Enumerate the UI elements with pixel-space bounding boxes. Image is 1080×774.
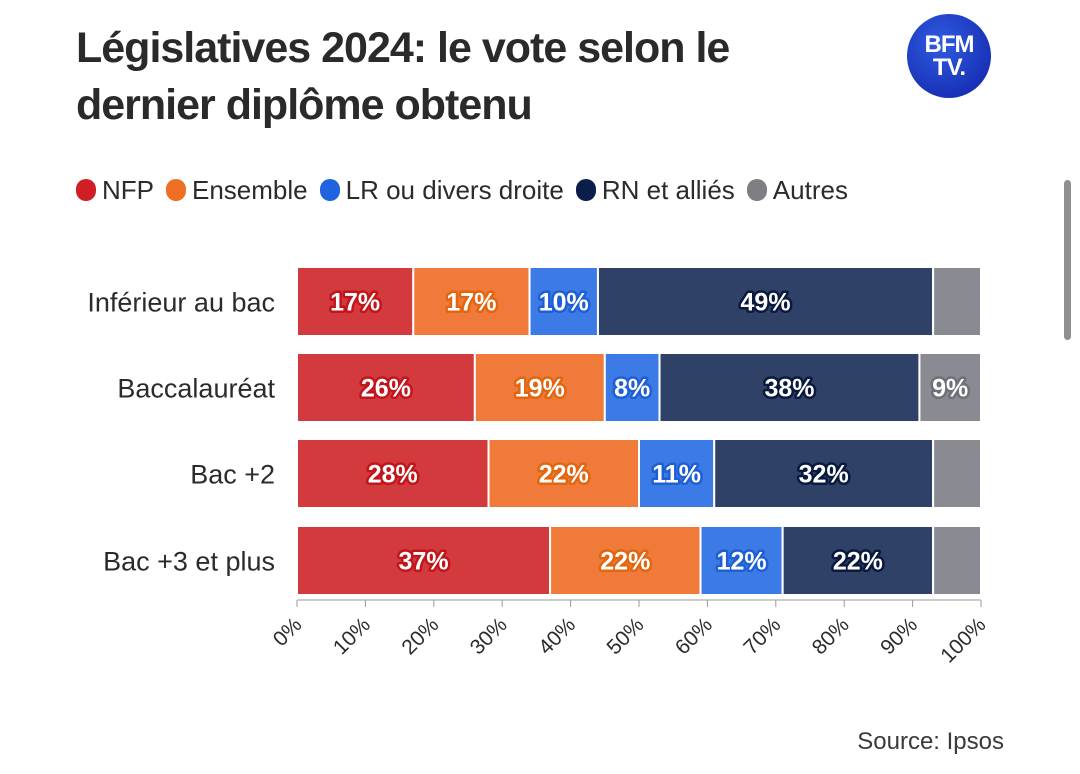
bar-rn-et-allies-inferieur-au-bac <box>596 266 935 337</box>
legend-label-ensemble: Ensemble <box>192 174 308 205</box>
data-label-lr-ou-divers-droite-bac-2: 11% <box>652 461 701 489</box>
bar-ensemble-bac-2 <box>487 438 640 509</box>
data-label-ensemble-bac-3-et-plus: 22% <box>600 548 650 576</box>
legend-label-autres: Autres <box>772 174 848 205</box>
stacked-bar-chart: Inférieur au bac 17% 17% 10% 49% Baccalauréat… <box>87 266 991 668</box>
data-label-rn-et-allies-bac-3-et-plus: 22% <box>833 548 883 576</box>
data-label-ensemble-bac-2: 22% <box>539 461 589 489</box>
legend-swatch-ensemble <box>166 179 186 201</box>
bar-nfp-baccalaureat <box>296 352 476 423</box>
bar-ensemble-inferieur-au-bac <box>412 266 531 337</box>
data-label-rn-et-allies-inferieur-au-bac: 49% <box>741 289 791 317</box>
legend-label-lr: LR ou divers droite <box>345 174 564 205</box>
x-tick-label-9: 90% <box>876 613 922 659</box>
x-tick-label-3: 30% <box>466 613 512 659</box>
bar-autres-bac-3-et-plus <box>932 525 982 596</box>
title-line-1: Législatives 2024: le vote selon le <box>76 24 730 72</box>
legend-item-autres: Autres <box>746 174 848 206</box>
data-label-autres-baccalaureat: 9% <box>932 375 968 403</box>
bar-lr-ou-divers-droite-bac-2 <box>638 438 716 509</box>
x-tick-label-8: 80% <box>808 613 854 659</box>
bar-nfp-bac-2 <box>296 438 490 509</box>
legend-label-nfp: NFP <box>102 174 154 205</box>
bar-lr-ou-divers-droite-baccalaureat <box>603 352 661 423</box>
bar-autres-baccalaureat <box>918 352 983 423</box>
legend-item-lr: LR ou divers droite <box>319 174 564 206</box>
bar-rn-et-allies-bac-3-et-plus <box>781 525 935 596</box>
legend-swatch-autres <box>746 179 767 201</box>
bar-rn-et-allies-bac-2 <box>713 438 935 509</box>
data-label-nfp-bac-2: 28% <box>368 461 418 489</box>
data-label-rn-et-allies-bac-2: 32% <box>799 461 849 489</box>
legend-swatch-lr <box>319 179 340 201</box>
data-label-nfp-bac-3-et-plus: 37% <box>399 548 449 576</box>
title-line-2: dernier diplôme obtenu <box>76 81 533 129</box>
legend-swatch-nfp <box>76 179 96 201</box>
data-label-ensemble-inferieur-au-bac: 17% <box>446 289 496 317</box>
bar-autres-inferieur-au-bac <box>932 266 982 337</box>
bfmtv-logo: BFM TV. <box>907 14 991 98</box>
legend-item-nfp: NFP <box>76 175 154 206</box>
data-label-rn-et-allies-baccalaureat: 38% <box>764 375 814 403</box>
bar-nfp-inferieur-au-bac <box>296 266 415 337</box>
data-label-lr-ou-divers-droite-baccalaureat: 8% <box>614 375 650 403</box>
x-tick-label-6: 60% <box>671 613 717 659</box>
x-tick-label-5: 50% <box>603 613 649 659</box>
x-tick-label-2: 20% <box>397 613 443 659</box>
category-label-baccalaureat: Baccalauréat <box>117 374 275 404</box>
x-tick-label-10: 100% <box>936 613 990 667</box>
x-tick-label-4: 40% <box>534 613 580 659</box>
source-caption: Source: Ipsos <box>857 728 1004 755</box>
data-label-lr-ou-divers-droite-bac-3-et-plus: 12% <box>717 548 767 576</box>
category-label-bac-2: Bac +2 <box>190 460 275 490</box>
category-label-inferieur-au-bac: Inférieur au bac <box>87 288 275 318</box>
x-tick-label-1: 10% <box>329 613 375 659</box>
bar-autres-bac-2 <box>932 438 982 509</box>
logo-text-1: BFM <box>924 31 975 58</box>
legend-label-rn: RN et alliés <box>601 174 735 205</box>
data-label-nfp-inferieur-au-bac: 17% <box>330 289 380 317</box>
bar-ensemble-baccalaureat <box>473 352 606 423</box>
legend-item-rn: RN et alliés <box>575 174 735 206</box>
logo-text-2: TV. <box>932 54 966 81</box>
legend-item-ensemble: Ensemble <box>166 175 308 206</box>
data-label-nfp-baccalaureat: 26% <box>361 375 411 403</box>
bar-rn-et-allies-baccalaureat <box>658 352 921 423</box>
chart-title: Législatives 2024: le vote selon le dern… <box>76 20 876 134</box>
chart-legend: NFP Ensemble LR ou divers droite RN et a… <box>76 172 860 208</box>
data-label-ensemble-baccalaureat: 19% <box>515 375 565 403</box>
scrollbar-thumb[interactable] <box>1064 180 1071 340</box>
legend-swatch-rn <box>575 179 596 201</box>
bar-ensemble-bac-3-et-plus <box>549 525 702 596</box>
data-label-lr-ou-divers-droite-inferieur-au-bac: 10% <box>539 289 589 317</box>
x-tick-label-7: 70% <box>739 613 785 659</box>
x-tick-label-0: 0% <box>269 613 307 651</box>
category-label-bac-3-et-plus: Bac +3 et plus <box>103 547 275 577</box>
